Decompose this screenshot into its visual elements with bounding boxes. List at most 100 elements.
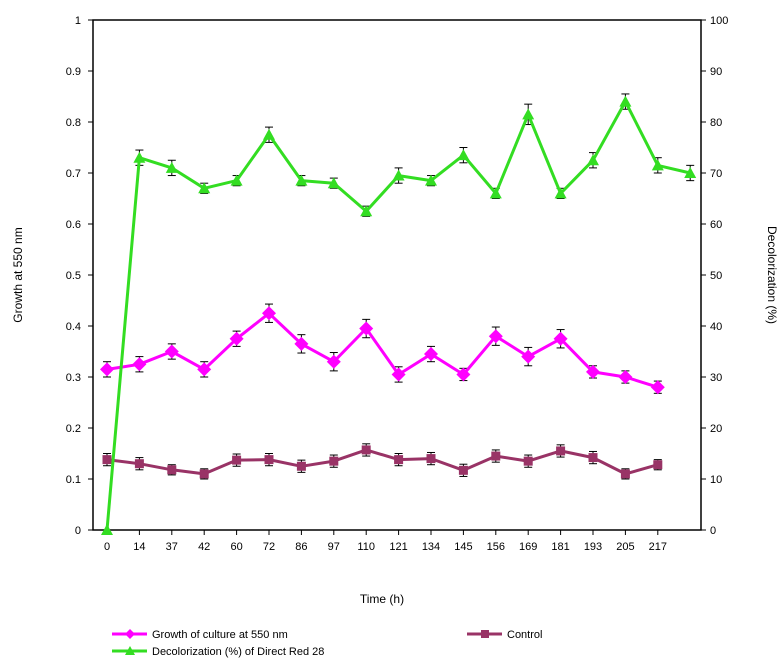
x-tick-label: 0 xyxy=(104,541,110,553)
series-decolorization xyxy=(101,93,697,535)
series-control xyxy=(102,443,663,480)
series-line-control xyxy=(106,448,659,476)
y-left-tick-label: 0.4 xyxy=(66,321,81,333)
y-left-tick-label: 0.1 xyxy=(66,474,81,486)
data-point xyxy=(360,205,373,217)
data-point xyxy=(491,451,501,461)
x-tick-label: 145 xyxy=(454,541,472,553)
y-right-tick-label: 70 xyxy=(710,168,722,180)
data-point xyxy=(230,174,243,186)
series-line-growth xyxy=(106,311,659,389)
y-right-tick-label: 10 xyxy=(710,474,722,486)
y-left-tick-label: 1 xyxy=(75,15,81,27)
data-point xyxy=(101,524,113,535)
data-point xyxy=(425,174,437,186)
data-point xyxy=(587,154,599,166)
data-point xyxy=(329,456,339,466)
legend-item-growth: Growth of culture at 550 nm xyxy=(112,629,288,641)
data-point xyxy=(165,161,178,173)
x-tick-label: 156 xyxy=(487,541,505,553)
y-right-tick-label: 40 xyxy=(710,321,722,333)
data-point xyxy=(618,370,633,384)
data-point xyxy=(359,321,374,336)
data-point xyxy=(361,445,371,455)
data-point xyxy=(232,455,242,465)
y-right-tick-label: 0 xyxy=(710,525,716,537)
data-point xyxy=(586,364,600,379)
y-right-tick-label: 20 xyxy=(710,423,722,435)
y-axis-left-title: Growth at 550 nm xyxy=(11,227,25,322)
data-point xyxy=(426,454,436,464)
data-point xyxy=(458,465,468,475)
x-tick-label: 205 xyxy=(616,541,634,553)
legend-item-control: Control xyxy=(467,629,542,641)
x-tick-label: 134 xyxy=(422,541,440,553)
y-right-tick-label: 60 xyxy=(710,219,722,231)
data-point xyxy=(296,461,306,471)
y-left-tick-label: 0.5 xyxy=(66,270,81,282)
x-axis: 0 14 37 42 60 72 86 97 110 121 134 145 156 169 181 193 2… xyxy=(104,530,667,553)
x-axis-title: Time (h) xyxy=(360,592,404,606)
data-point xyxy=(619,95,632,107)
x-tick-label: 14 xyxy=(133,541,145,553)
data-point xyxy=(554,187,567,199)
y-left-tick-label: 0.9 xyxy=(66,66,81,78)
data-point xyxy=(102,455,112,465)
y-left-tick-label: 0.3 xyxy=(66,372,81,384)
series-layer xyxy=(100,93,697,535)
data-point xyxy=(392,169,405,181)
data-point xyxy=(553,331,568,346)
data-point xyxy=(132,357,147,372)
data-point xyxy=(198,182,211,194)
legend-decolorization-label: Decolorization (%) of Direct Red 28 xyxy=(152,646,324,658)
data-point xyxy=(197,362,212,377)
y-left-tick-label: 0.6 xyxy=(66,219,81,231)
data-point xyxy=(488,329,503,344)
data-point xyxy=(457,149,470,161)
data-point xyxy=(263,128,275,140)
data-point xyxy=(100,362,114,377)
legend-item-decolorization: Decolorization (%) of Direct Red 28 xyxy=(112,646,324,658)
data-point xyxy=(394,455,404,465)
x-tick-label: 181 xyxy=(551,541,569,553)
data-point xyxy=(199,469,209,479)
data-point xyxy=(295,174,308,186)
data-point xyxy=(164,344,179,359)
legend-growth-marker xyxy=(125,629,135,639)
data-point xyxy=(262,306,276,321)
x-tick-label: 37 xyxy=(166,541,178,553)
y-left-tick-label: 0 xyxy=(75,525,81,537)
x-tick-label: 60 xyxy=(230,541,242,553)
x-tick-label: 72 xyxy=(263,541,275,553)
left-axis: 0 0.1 0.2 0.3 0.4 0.5 0.6 0.7 0.8 0.9 1 xyxy=(66,15,93,537)
data-point xyxy=(229,331,244,346)
legend-growth-label: Growth of culture at 550 nm xyxy=(152,629,288,641)
x-tick-label: 193 xyxy=(584,541,602,553)
data-point xyxy=(294,336,309,351)
x-tick-label: 97 xyxy=(328,541,340,553)
x-tick-label: 121 xyxy=(389,541,407,553)
data-point xyxy=(523,456,533,466)
data-point xyxy=(264,455,274,465)
y-right-tick-label: 30 xyxy=(710,372,722,384)
x-tick-label: 169 xyxy=(519,541,537,553)
legend: Growth of culture at 550 nm Control Deco… xyxy=(112,629,542,658)
legend-decolorization-marker xyxy=(125,646,135,655)
data-point xyxy=(167,465,177,475)
legend-control-label: Control xyxy=(507,629,542,641)
right-axis: 0 10 20 30 40 50 60 70 80 90 100 xyxy=(701,15,728,537)
legend-control-marker xyxy=(481,630,489,638)
x-tick-label: 110 xyxy=(357,541,375,553)
data-point xyxy=(651,159,664,171)
data-point xyxy=(424,347,438,362)
y-right-tick-label: 50 xyxy=(710,270,722,282)
y-left-tick-label: 0.7 xyxy=(66,168,81,180)
data-point xyxy=(620,469,630,479)
data-point xyxy=(327,177,340,189)
y-left-tick-label: 0.2 xyxy=(66,423,81,435)
x-tick-label: 86 xyxy=(295,541,307,553)
data-point xyxy=(653,460,663,470)
y-right-tick-label: 90 xyxy=(710,66,722,78)
data-point xyxy=(133,151,146,163)
